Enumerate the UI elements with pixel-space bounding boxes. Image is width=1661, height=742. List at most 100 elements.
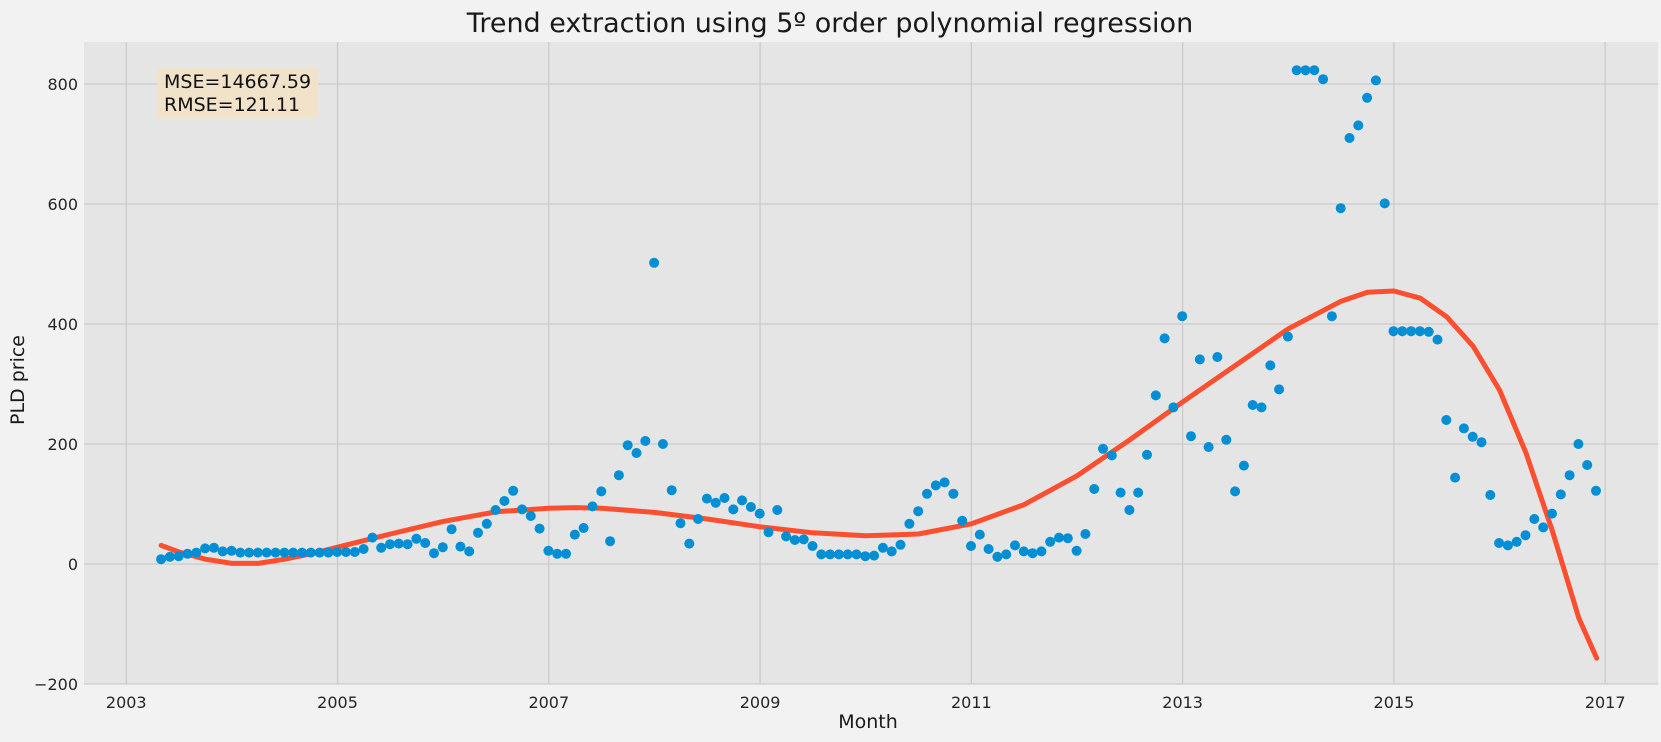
data-point bbox=[860, 551, 871, 562]
data-point bbox=[807, 541, 818, 551]
data-point bbox=[481, 518, 492, 529]
data-point bbox=[1133, 487, 1144, 498]
data-point bbox=[745, 502, 756, 512]
data-point bbox=[1186, 431, 1196, 442]
data-point bbox=[226, 545, 237, 556]
data-point bbox=[1106, 450, 1117, 461]
data-point bbox=[1547, 508, 1557, 519]
grid bbox=[84, 42, 1658, 685]
data-point bbox=[1221, 434, 1232, 445]
data-point bbox=[1564, 470, 1575, 481]
data-point bbox=[1089, 484, 1100, 494]
y-tick-label: 200 bbox=[47, 435, 78, 454]
data-point bbox=[1538, 522, 1549, 533]
data-point bbox=[877, 542, 888, 553]
data-point bbox=[1397, 326, 1408, 337]
data-point bbox=[948, 488, 959, 499]
data-point bbox=[631, 448, 642, 458]
data-point bbox=[1414, 326, 1425, 337]
data-point bbox=[904, 518, 915, 529]
data-point bbox=[1098, 443, 1108, 454]
data-point bbox=[1326, 311, 1337, 322]
data-point bbox=[957, 515, 968, 526]
data-point bbox=[1432, 334, 1443, 345]
x-tick-label: 2015 bbox=[1374, 693, 1415, 712]
data-point bbox=[569, 529, 580, 540]
chart-title: Trend extraction using 5º order polynomi… bbox=[466, 8, 1193, 39]
data-point bbox=[596, 486, 607, 497]
data-point bbox=[1370, 75, 1381, 86]
data-point bbox=[1388, 326, 1399, 337]
data-point bbox=[499, 496, 510, 506]
x-tick-label: 2003 bbox=[106, 693, 147, 712]
data-point bbox=[182, 548, 193, 559]
data-point bbox=[200, 543, 211, 554]
data-point bbox=[1054, 532, 1064, 543]
data-point bbox=[1591, 485, 1601, 496]
data-point bbox=[411, 533, 422, 544]
data-point bbox=[385, 539, 395, 550]
data-point bbox=[208, 542, 219, 553]
data-point bbox=[164, 551, 175, 562]
data-point bbox=[1529, 514, 1540, 524]
data-point bbox=[587, 501, 598, 512]
data-point bbox=[1291, 65, 1302, 76]
data-point bbox=[1212, 352, 1223, 362]
data-point bbox=[156, 554, 167, 565]
data-point bbox=[605, 536, 616, 547]
data-point bbox=[886, 546, 897, 557]
data-point bbox=[358, 544, 369, 554]
data-point bbox=[1080, 529, 1091, 539]
data-point bbox=[649, 257, 660, 268]
data-point bbox=[578, 523, 589, 533]
x-tick-label: 2013 bbox=[1162, 693, 1203, 712]
data-point bbox=[1230, 486, 1241, 497]
data-point bbox=[429, 548, 439, 559]
rmse-value: RMSE=121.11 bbox=[164, 94, 300, 116]
data-point bbox=[1045, 536, 1056, 547]
data-point bbox=[1458, 423, 1469, 434]
data-point bbox=[1476, 437, 1487, 448]
data-point bbox=[314, 547, 325, 558]
data-point bbox=[437, 542, 448, 553]
data-point bbox=[367, 532, 378, 543]
y-axis-label: PLD price bbox=[7, 335, 29, 425]
data-point bbox=[446, 524, 457, 535]
x-axis-ticks: 2003 2005 2007 2009 2011 2013 2015 2017 bbox=[106, 693, 1626, 712]
x-tick-label: 2005 bbox=[317, 693, 358, 712]
data-point bbox=[1238, 460, 1249, 471]
y-tick-label: 800 bbox=[47, 75, 78, 94]
data-point bbox=[561, 548, 571, 559]
data-point bbox=[490, 505, 501, 515]
data-point bbox=[1256, 402, 1267, 413]
data-point bbox=[1001, 549, 1012, 560]
data-point bbox=[455, 541, 466, 552]
data-point bbox=[1071, 545, 1082, 556]
data-point bbox=[1441, 415, 1452, 425]
data-point bbox=[191, 547, 202, 558]
data-point bbox=[966, 541, 976, 551]
data-point bbox=[1344, 133, 1355, 143]
data-point bbox=[816, 549, 827, 560]
data-point bbox=[1335, 203, 1346, 214]
data-point bbox=[754, 508, 765, 519]
y-tick-label: 400 bbox=[47, 315, 78, 334]
data-point bbox=[1027, 548, 1038, 559]
data-point bbox=[173, 551, 184, 562]
data-point bbox=[992, 551, 1003, 562]
data-point bbox=[217, 546, 228, 557]
y-tick-label: 600 bbox=[47, 195, 78, 214]
data-point bbox=[297, 547, 307, 558]
data-point bbox=[1274, 384, 1285, 395]
data-point bbox=[1467, 431, 1478, 442]
data-point bbox=[393, 538, 404, 549]
data-point bbox=[1309, 65, 1320, 76]
data-point bbox=[684, 538, 695, 549]
data-point bbox=[1265, 360, 1276, 371]
data-point bbox=[825, 549, 836, 560]
data-point bbox=[1168, 402, 1179, 413]
data-point bbox=[613, 470, 624, 481]
data-point bbox=[473, 527, 483, 538]
data-point bbox=[1062, 533, 1073, 544]
